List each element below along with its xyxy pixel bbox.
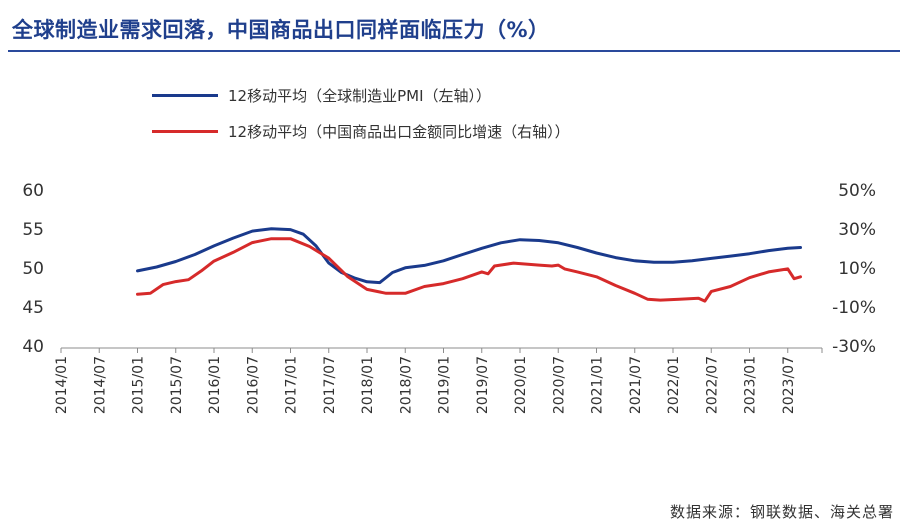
x-tick-label: 2014/07 bbox=[92, 356, 108, 414]
x-tick-label: 2018/07 bbox=[398, 356, 414, 414]
x-tick-label: 2022/01 bbox=[666, 356, 682, 414]
x-tick-label: 2023/01 bbox=[743, 356, 759, 414]
y-right-tick-label: -10% bbox=[832, 298, 876, 318]
y-left-tick-label: 60 bbox=[22, 181, 44, 201]
x-tick-label: 2020/01 bbox=[513, 356, 529, 414]
y-right-tick-label: 30% bbox=[838, 220, 876, 240]
x-tick-label: 2017/01 bbox=[284, 356, 300, 414]
x-tick-label: 2019/07 bbox=[475, 356, 491, 414]
x-tick-label: 2019/01 bbox=[437, 356, 453, 414]
x-tick-label: 2017/07 bbox=[322, 356, 338, 414]
x-tick-label: 2016/01 bbox=[207, 356, 223, 414]
y-left-tick-label: 55 bbox=[22, 220, 44, 240]
source-note: 数据来源：钢联数据、海关总署 bbox=[670, 501, 894, 522]
series-line-pmi bbox=[138, 229, 801, 283]
x-tick-label: 2021/01 bbox=[590, 356, 606, 414]
x-tick-label: 2015/01 bbox=[131, 356, 147, 414]
x-tick-label: 2018/01 bbox=[360, 356, 376, 414]
x-tick-label: 2020/07 bbox=[551, 356, 567, 414]
x-tick-label: 2015/07 bbox=[169, 356, 185, 414]
series-line-export bbox=[138, 239, 801, 301]
x-tick-label: 2022/07 bbox=[704, 356, 720, 414]
x-tick-label: 2016/07 bbox=[245, 356, 261, 414]
y-right-tick-label: 50% bbox=[838, 181, 876, 201]
x-tick-label: 2014/01 bbox=[54, 356, 70, 414]
y-left-tick-label: 45 bbox=[22, 298, 44, 318]
x-tick-label: 2023/07 bbox=[781, 356, 797, 414]
y-left-tick-label: 50 bbox=[22, 259, 44, 279]
x-tick-label: 2021/07 bbox=[628, 356, 644, 414]
y-right-tick-label: -30% bbox=[832, 337, 876, 357]
y-left-tick-label: 40 bbox=[22, 337, 44, 357]
y-right-tick-label: 10% bbox=[838, 259, 876, 279]
